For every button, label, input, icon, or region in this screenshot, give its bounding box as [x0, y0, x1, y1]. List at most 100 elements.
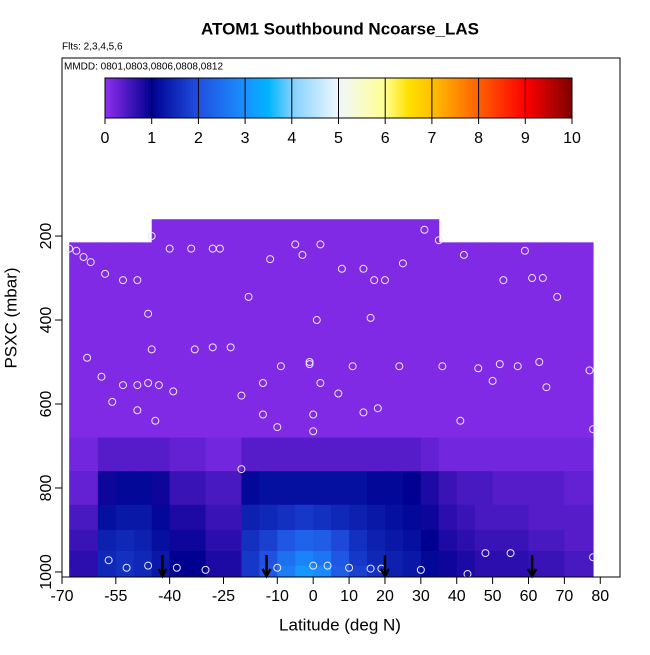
heat-cell	[115, 504, 135, 531]
heat-cell	[474, 550, 494, 567]
data-point	[316, 240, 325, 249]
data-point	[528, 274, 537, 283]
heat-cell	[241, 550, 260, 567]
heat-cell	[331, 550, 350, 567]
data-point	[589, 425, 598, 434]
data-point	[119, 276, 128, 285]
heat-cell	[528, 504, 565, 531]
heat-cell	[241, 219, 260, 243]
heat-cell	[438, 437, 458, 472]
heat-cell	[331, 529, 350, 552]
heat-cell	[349, 437, 368, 472]
heat-cell	[97, 529, 117, 552]
data-point	[72, 246, 81, 255]
heat-cell	[205, 504, 242, 531]
heat-cell	[277, 529, 296, 552]
data-point	[366, 564, 375, 573]
data-point	[373, 404, 382, 413]
data-point	[226, 343, 235, 352]
heat-cell	[205, 529, 242, 552]
plot-frame	[61, 57, 621, 578]
heat-cell	[402, 242, 422, 439]
heat-cell	[313, 219, 332, 243]
data-point	[291, 240, 300, 249]
heat-cell	[474, 471, 494, 506]
heat-cell	[564, 550, 594, 567]
data-point	[172, 563, 181, 572]
data-point	[86, 258, 95, 267]
data-point	[273, 423, 282, 432]
heat-cell	[349, 529, 368, 552]
heat-cell	[492, 504, 529, 531]
data-point	[208, 343, 217, 352]
heat-cell	[115, 529, 135, 552]
heat-cell	[402, 529, 422, 552]
flight-arrow	[526, 555, 538, 579]
x-tick-label: 50	[484, 588, 502, 605]
heat-cell	[259, 550, 278, 567]
data-point	[323, 561, 332, 570]
flight-arrow	[157, 555, 168, 579]
heat-cell	[205, 471, 242, 506]
heat-cell	[438, 565, 458, 578]
heat-cell	[97, 565, 117, 578]
data-point	[258, 410, 267, 419]
heat-cell	[384, 437, 404, 472]
heat-cell	[367, 242, 386, 439]
heat-cell	[384, 550, 404, 567]
data-point	[420, 225, 429, 234]
heat-cell	[69, 550, 99, 567]
heat-cell	[259, 471, 278, 506]
data-point	[495, 360, 504, 369]
y-tick-label: 200	[38, 223, 55, 250]
heat-cell	[133, 471, 153, 506]
heat-cell	[492, 529, 529, 552]
data-point	[187, 244, 196, 253]
heat-cell	[456, 471, 476, 506]
data-point	[474, 364, 483, 373]
heat-cell	[241, 242, 260, 439]
heat-cell	[438, 471, 458, 506]
data-point	[133, 406, 142, 415]
heat-cell	[349, 550, 368, 567]
data-point	[380, 276, 389, 285]
data-point	[520, 246, 529, 255]
x-tick-label: 20	[376, 588, 394, 605]
heat-cell	[115, 437, 135, 472]
heat-cell	[384, 219, 404, 243]
x-tick-label: 80	[591, 588, 609, 605]
heat-cell	[295, 565, 314, 578]
data-point	[553, 292, 562, 301]
data-point	[395, 362, 404, 371]
data-point	[499, 276, 508, 285]
heat-cell	[313, 529, 332, 552]
heat-cell	[295, 529, 314, 552]
heat-cell	[295, 219, 314, 243]
heat-cell	[241, 529, 260, 552]
data-point	[144, 561, 153, 570]
heat-cell	[402, 219, 422, 243]
data-point	[165, 244, 174, 253]
data-point	[416, 565, 425, 574]
heat-cell	[259, 219, 278, 243]
heat-cell	[295, 550, 314, 567]
heat-cell	[438, 242, 458, 439]
heat-cell	[259, 437, 278, 472]
heat-cell	[295, 471, 314, 506]
x-tick-label: 30	[412, 588, 430, 605]
heat-cell	[151, 242, 171, 439]
x-tick-label: 10	[340, 588, 358, 605]
heat-cell	[528, 437, 565, 472]
data-point	[337, 264, 346, 273]
heat-cell	[133, 565, 153, 578]
heat-cell	[456, 529, 476, 552]
heat-cell	[367, 529, 386, 552]
note: MMDD: 0801,0803,0806,0808,0812	[64, 62, 223, 73]
data-point	[108, 397, 117, 406]
heat-cell	[384, 242, 404, 439]
heat-cell	[169, 529, 207, 552]
heat-cell	[295, 504, 314, 531]
data-point	[237, 391, 246, 400]
